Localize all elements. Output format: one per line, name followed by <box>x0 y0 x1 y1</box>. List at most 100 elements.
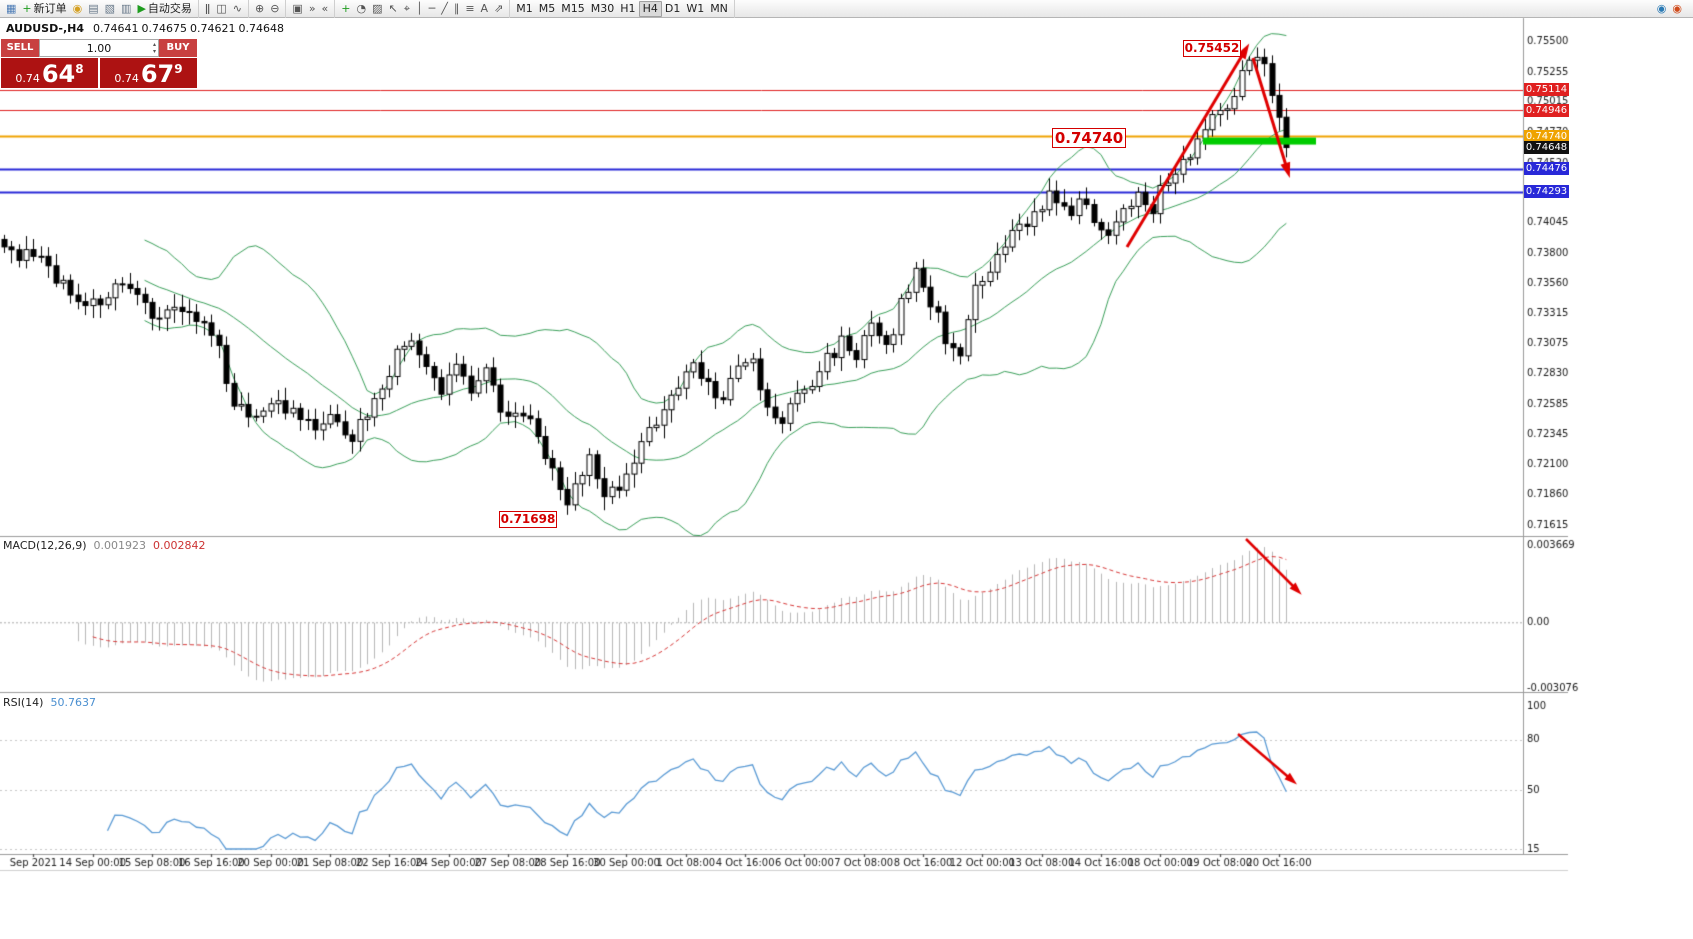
periods-button-icon: ◔ <box>356 1 367 15</box>
annotation-peak-price[interactable]: 0.75452 <box>1183 40 1241 57</box>
timeframe-mn-label: MN <box>710 1 728 15</box>
volume-value: 1.00 <box>86 41 112 55</box>
main-toolbar: ▦ + 新订单 ◉ ▤ ▧ ▥ ▶ 自动交易 ǁ ◫ ∿ ⊕ ⊖ ▣» «+ ◔ ▨ ↖ ⌖ │ ─ ╱ ∥ ≡ A ⇗ M1 M5 M1… <box>0 0 1693 18</box>
candlestick-chart-button-icon: ◫ <box>216 1 227 15</box>
notifications-button[interactable]: ◉ <box>1669 1 1685 17</box>
zoom-out-button-icon: ⊖ <box>270 1 280 15</box>
autotrading-button-icon: ▶ <box>137 1 146 15</box>
timeframe-mn[interactable]: MN <box>707 1 731 17</box>
buy-price-prefix: 0.74 <box>114 72 139 85</box>
chart-shift-button-icon: « <box>321 1 329 15</box>
new-order-button-icon: + <box>22 1 32 15</box>
buy-price-pip: 9 <box>174 62 183 76</box>
timeframe-m15[interactable]: M15 <box>558 1 588 17</box>
price-axis-badge-0.75114: 0.75114 <box>1524 83 1569 97</box>
macd-indicator-label: MACD(12,26,9) 0.001923 0.002842 <box>3 539 206 552</box>
new-chart-button[interactable]: ▦ <box>3 1 19 17</box>
help-button-icon: ◉ <box>1656 1 1667 15</box>
timeframe-m30-label: M30 <box>590 1 615 15</box>
timeframe-h1[interactable]: H1 <box>617 1 638 17</box>
vertical-line-button-icon: │ <box>415 1 423 15</box>
arrows-button[interactable]: ⇗ <box>491 1 506 17</box>
crosshair-button[interactable]: ⌖ <box>401 1 413 17</box>
channel-button-icon: ∥ <box>453 1 460 15</box>
navigator-button[interactable]: ▧ <box>102 1 118 17</box>
toolbar-group-layout: ▣ » « <box>286 0 336 18</box>
fibonacci-button[interactable]: ≡ <box>462 1 477 17</box>
terminal-button[interactable]: ▥ <box>118 1 134 17</box>
new-order-button[interactable]: + 新订单 <box>19 1 69 17</box>
line-chart-button-icon: ∿ <box>232 1 242 15</box>
volume-spinner[interactable]: ▴ ▾ <box>153 41 156 55</box>
timeframe-m30[interactable]: M30 <box>588 1 618 17</box>
candlestick-chart-button[interactable]: ◫ <box>213 1 229 17</box>
periods-button[interactable]: ◔ <box>354 1 370 17</box>
sell-button[interactable]: 0.74 64 8 <box>1 58 98 88</box>
arrows-button-icon: ⇗ <box>494 1 504 15</box>
new-chart-button-icon: ▦ <box>6 1 17 15</box>
price-axis-badge-0.74293: 0.74293 <box>1524 185 1569 199</box>
autotrading-button[interactable]: ▶ 自动交易 <box>134 1 194 17</box>
cursor-button-icon: ↖ <box>388 1 398 15</box>
volume-input[interactable]: 1.00 ▴ ▾ <box>39 39 159 57</box>
text-button[interactable]: A <box>478 1 492 17</box>
timeframe-m1[interactable]: M1 <box>513 1 536 17</box>
templates-button[interactable]: ▨ <box>369 1 385 17</box>
buy-button[interactable]: 0.74 67 9 <box>100 58 197 88</box>
timeframe-m5-label: M5 <box>538 1 556 15</box>
macd-name: MACD(12,26,9) <box>3 539 87 552</box>
price-axis-badge-0.74946: 0.74946 <box>1524 103 1569 117</box>
trade-panel-prices: 0.74 64 8 0.74 67 9 <box>1 58 197 88</box>
cursor-button[interactable]: ↖ <box>386 1 401 17</box>
one-click-trading-panel: SELL 1.00 ▴ ▾ BUY 0.74 64 8 0.74 67 9 <box>1 39 197 88</box>
annotation-level-price[interactable]: 0.74740 <box>1052 128 1126 148</box>
timeframe-h4[interactable]: H4 <box>638 0 662 17</box>
toolbar-group-right: ◉ ◉ <box>1651 0 1693 18</box>
sell-price-big: 64 <box>41 60 76 88</box>
volume-up-icon[interactable]: ▴ <box>152 41 156 48</box>
ohlc-open: 0.74641 <box>93 22 139 35</box>
trade-panel-header: SELL 1.00 ▴ ▾ BUY <box>1 39 197 57</box>
channel-button[interactable]: ∥ <box>451 1 463 17</box>
market-watch-button[interactable]: ▤ <box>85 1 101 17</box>
price-axis-badge-0.74648: 0.74648 <box>1524 141 1569 155</box>
toolbar-group-timeframes: M1 M5 M15 M30 H1 H4 D1 W1 MN <box>510 0 735 18</box>
navigator-button-icon: ▧ <box>104 1 116 15</box>
auto-scroll-button[interactable]: » <box>306 1 319 17</box>
volume-down-icon[interactable]: ▾ <box>152 48 156 55</box>
line-chart-button[interactable]: ∿ <box>230 1 245 17</box>
zoom-in-button[interactable]: ⊕ <box>252 1 267 17</box>
symbol-period-label: AUDUSD-,H4 <box>6 22 85 35</box>
fibonacci-button-icon: ≡ <box>465 1 475 15</box>
timeframe-d1[interactable]: D1 <box>662 1 683 17</box>
annotation-low-price[interactable]: 0.71698 <box>499 511 557 528</box>
chart-shift-button[interactable]: « <box>319 1 332 17</box>
trendline-button[interactable]: ╱ <box>438 1 451 17</box>
buy-tab[interactable]: BUY <box>159 39 197 57</box>
indicators-button[interactable]: + <box>338 1 353 17</box>
timeframe-m5[interactable]: M5 <box>536 1 559 17</box>
timeframe-h4-label: H4 <box>642 1 658 15</box>
timeframe-w1[interactable]: W1 <box>683 1 707 17</box>
rsi-value: 50.7637 <box>50 696 96 709</box>
bar-chart-button-icon: ǁ <box>204 1 211 15</box>
macd-main-value: 0.001923 <box>93 539 147 552</box>
help-button[interactable]: ◉ <box>1654 1 1670 17</box>
timeframe-w1-label: W1 <box>686 1 705 15</box>
mql-community-button[interactable]: ◉ <box>70 1 86 17</box>
zoom-out-button[interactable]: ⊖ <box>267 1 282 17</box>
sell-tab[interactable]: SELL <box>1 39 39 57</box>
notifications-button-icon: ◉ <box>1672 1 1682 15</box>
price-axis-badge-0.74740: 0.74740 <box>1524 129 1569 143</box>
timeframe-d1-label: D1 <box>664 1 681 15</box>
tile-windows-button[interactable]: ▣ <box>289 1 305 17</box>
horizontal-line-button-icon: ─ <box>428 1 436 15</box>
timeframe-m15-label: M15 <box>561 1 585 15</box>
vertical-line-button[interactable]: │ <box>413 1 426 17</box>
bar-chart-button[interactable]: ǁ <box>202 1 213 17</box>
terminal-button-icon: ▥ <box>121 1 132 15</box>
horizontal-line-button[interactable]: ─ <box>426 1 439 17</box>
sell-price-prefix: 0.74 <box>15 72 40 85</box>
